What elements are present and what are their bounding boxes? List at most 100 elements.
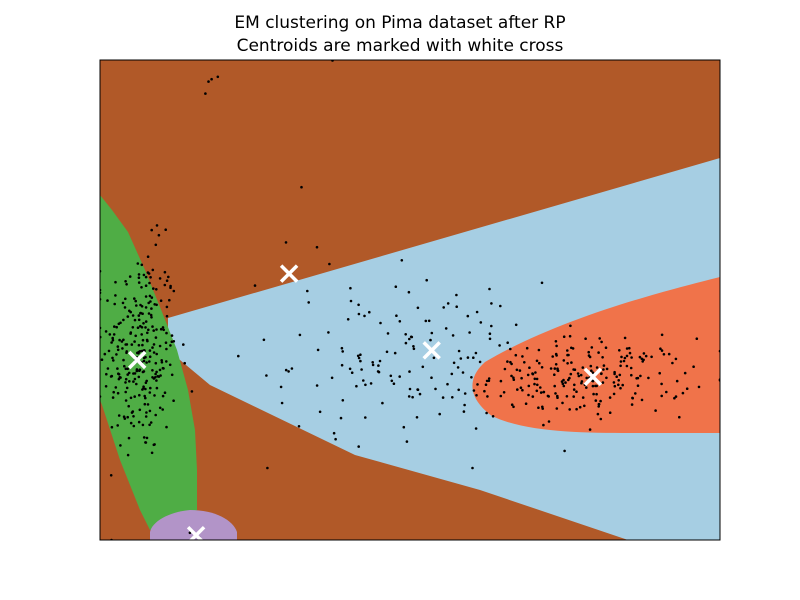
data-point (153, 394, 156, 397)
data-point (124, 280, 127, 283)
data-point (125, 386, 129, 390)
data-point (183, 361, 186, 365)
data-point (155, 328, 158, 331)
data-point (638, 355, 642, 359)
data-point (120, 340, 124, 343)
data-point (487, 377, 491, 380)
data-point (457, 349, 461, 353)
data-point (135, 382, 138, 386)
data-point (502, 391, 506, 394)
data-point (587, 350, 590, 354)
data-point (617, 379, 620, 382)
data-point (163, 391, 167, 395)
data-point (457, 388, 461, 392)
data-point (592, 392, 595, 396)
data-point (357, 312, 361, 316)
data-point (110, 374, 114, 378)
chart-title-line-1: EM clustering on Pima dataset after RP (234, 13, 566, 33)
data-point (133, 395, 136, 398)
data-point (455, 293, 458, 297)
data-point (152, 351, 156, 354)
region-orange (472, 277, 720, 433)
data-point (644, 354, 648, 358)
data-point (163, 283, 167, 287)
data-point (514, 353, 518, 357)
data-point (155, 370, 158, 374)
data-point (533, 382, 536, 386)
data-point (599, 399, 602, 403)
data-point (599, 417, 603, 421)
data-point (146, 255, 150, 258)
data-point (125, 283, 128, 286)
data-point (169, 344, 172, 347)
data-point (113, 325, 116, 328)
data-point (144, 355, 147, 359)
data-point (140, 263, 144, 267)
data-point (315, 245, 319, 249)
data-point (138, 369, 141, 373)
data-point (516, 388, 519, 391)
data-point (116, 345, 120, 348)
data-point (619, 364, 622, 368)
data-point (510, 362, 513, 366)
data-point (122, 338, 125, 342)
data-point (108, 333, 112, 336)
data-point (385, 350, 389, 354)
data-point (154, 243, 158, 247)
data-point (157, 233, 161, 237)
data-point (588, 428, 592, 431)
region-light-blue (168, 158, 720, 540)
data-point (674, 357, 678, 361)
data-point (404, 341, 408, 345)
data-point (685, 387, 689, 391)
data-point (410, 335, 414, 339)
data-point (300, 185, 303, 189)
data-point (576, 372, 580, 375)
data-point (540, 281, 544, 285)
data-point (350, 371, 354, 375)
data-point (172, 289, 176, 293)
data-point (154, 361, 158, 365)
data-point (572, 388, 576, 391)
data-point (159, 327, 163, 331)
data-point (600, 340, 603, 344)
data-point (149, 421, 153, 424)
data-point (430, 331, 434, 335)
data-point (499, 379, 503, 383)
data-point (134, 334, 137, 338)
data-point (128, 275, 132, 278)
data-point (152, 343, 156, 346)
data-point (498, 344, 501, 347)
data-point (346, 318, 350, 321)
data-point (591, 371, 595, 375)
data-point (204, 92, 207, 95)
data-point (100, 358, 104, 362)
data-point (512, 378, 516, 382)
data-point (341, 350, 345, 353)
data-point (472, 356, 475, 360)
data-point (357, 303, 360, 307)
data-point (137, 318, 141, 322)
data-point (608, 396, 612, 399)
data-point (537, 348, 541, 352)
data-point (116, 348, 120, 352)
data-point (630, 356, 633, 359)
data-point (608, 411, 612, 415)
data-point (165, 305, 169, 309)
data-point (114, 294, 117, 297)
data-point (398, 375, 402, 378)
data-point (565, 395, 569, 398)
data-point (408, 387, 412, 391)
data-point (129, 332, 132, 335)
data-point (134, 299, 137, 303)
data-point (363, 314, 366, 318)
data-point (660, 382, 663, 386)
data-point (407, 290, 411, 294)
data-point (539, 386, 542, 389)
data-point (630, 403, 634, 406)
data-point (172, 399, 175, 403)
data-point (130, 343, 134, 346)
data-point (434, 387, 437, 391)
data-point (371, 363, 375, 367)
data-point (566, 353, 569, 357)
